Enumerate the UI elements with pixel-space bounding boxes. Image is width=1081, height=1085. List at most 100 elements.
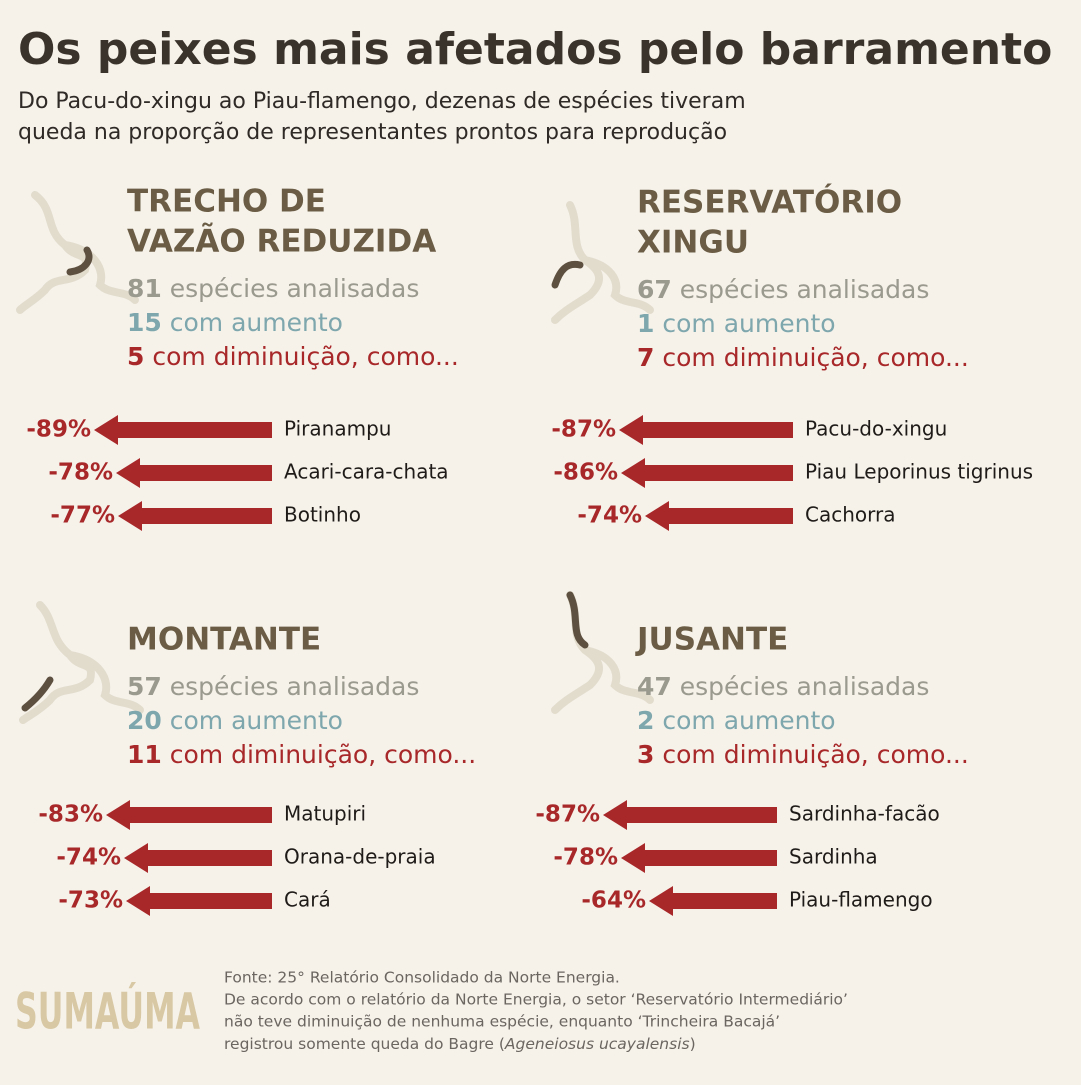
arrow-bar — [619, 415, 793, 445]
value-label: -86% — [553, 460, 618, 486]
stat-line: 20 com aumento — [127, 706, 343, 735]
stat-text: com diminuição, como... — [662, 740, 968, 769]
stat-line: 47 espécies analisadas — [637, 672, 929, 701]
stat-text: com aumento — [170, 706, 343, 735]
category-label: Matupiri — [284, 802, 366, 826]
arrow-bar — [106, 800, 272, 830]
stat-text: com diminuição, como... — [152, 342, 458, 371]
stat-text: espécies analisadas — [170, 672, 420, 701]
stat-line: 2 com aumento — [637, 706, 836, 735]
stat-space — [654, 706, 662, 735]
note: registrou somente queda do Bagre (Agenei… — [224, 1035, 696, 1053]
panel-title: JUSANTE — [635, 622, 788, 658]
stat-number: 3 — [637, 740, 654, 769]
stat-text: com aumento — [662, 706, 835, 735]
stat-space — [162, 740, 170, 769]
arrow-bar — [603, 800, 777, 830]
arrow-bar — [116, 458, 272, 488]
panel-title: MONTANTE — [127, 622, 321, 658]
stat-text: com aumento — [170, 308, 343, 337]
subtitle: queda na proporção de representantes pro… — [18, 120, 727, 145]
panel-title: XINGU — [637, 225, 749, 261]
category-label: Cachorra — [805, 503, 895, 527]
stat-line: 1 com aumento — [637, 309, 836, 338]
note-text: registrou somente queda do Bagre ( — [224, 1035, 505, 1053]
note-species: Ageneiosus ucayalensis — [504, 1035, 690, 1053]
arrow-bar — [126, 886, 272, 916]
panel-title: VAZÃO REDUZIDA — [127, 223, 436, 260]
logo: SUMAÚMA — [15, 982, 200, 1041]
source: Fonte: 25° Relatório Consolidado da Nort… — [224, 969, 620, 987]
title: Os peixes mais afetados pelo barramento — [18, 24, 1052, 75]
stat-line: 7 com diminuição, como... — [637, 343, 969, 372]
stat-space — [162, 672, 170, 701]
arrow-bar — [621, 843, 777, 873]
stat-line: 3 com diminuição, como... — [637, 740, 969, 769]
category-label: Piranampu — [284, 417, 391, 441]
arrow-bar — [621, 458, 793, 488]
note: De acordo com o relatório da Norte Energ… — [224, 991, 848, 1009]
map — [16, 191, 139, 314]
note: não teve diminuição de nenhuma espécie, … — [224, 1013, 780, 1031]
stat-number: 7 — [637, 343, 654, 372]
stat-text: com diminuição, como... — [662, 343, 968, 372]
value-label: -77% — [50, 503, 115, 529]
stat-space — [654, 309, 662, 338]
arrow-bar — [124, 843, 272, 873]
value-label: -87% — [535, 802, 600, 828]
map — [551, 591, 654, 714]
stat-number: 11 — [127, 740, 162, 769]
stat-number: 47 — [637, 672, 672, 701]
value-label: -78% — [48, 460, 113, 486]
value-label: -83% — [38, 802, 103, 828]
stat-line: 67 espécies analisadas — [637, 275, 929, 304]
stat-text: com diminuição, como... — [170, 740, 476, 769]
value-label: -78% — [553, 845, 618, 871]
stat-text: espécies analisadas — [680, 672, 930, 701]
stat-number: 5 — [127, 342, 144, 371]
stat-text: com aumento — [662, 309, 835, 338]
stat-space — [162, 274, 170, 303]
stat-space — [162, 706, 170, 735]
category-label: Cará — [284, 888, 331, 912]
stat-space — [162, 308, 170, 337]
value-label: -87% — [551, 417, 616, 443]
category-label: Botinho — [284, 503, 361, 527]
category-label: Pacu-do-xingu — [805, 417, 947, 441]
stat-number: 2 — [637, 706, 654, 735]
stat-line: 5 com diminuição, como... — [127, 342, 459, 371]
stat-space — [672, 672, 680, 701]
stat-space — [144, 342, 152, 371]
value-label: -64% — [581, 888, 646, 914]
note-text: ) — [690, 1035, 696, 1053]
stat-line: 11 com diminuição, como... — [127, 740, 476, 769]
subtitle: Do Pacu-do-xingu ao Piau-flamengo, dezen… — [18, 89, 746, 114]
value-label: -74% — [56, 845, 121, 871]
stat-number: 81 — [127, 274, 162, 303]
stat-line: 57 espécies analisadas — [127, 672, 419, 701]
category-label: Sardinha — [789, 845, 878, 869]
stat-number: 57 — [127, 672, 162, 701]
stat-line: 81 espécies analisadas — [127, 274, 419, 303]
arrow-bar — [94, 415, 272, 445]
stat-space — [672, 275, 680, 304]
stat-number: 1 — [637, 309, 654, 338]
stat-space — [654, 343, 662, 372]
value-label: -89% — [26, 417, 91, 443]
stat-number: 15 — [127, 308, 162, 337]
category-label: Sardinha-facão — [789, 802, 940, 826]
arrow-bar — [649, 886, 777, 916]
arrow-bar — [645, 501, 793, 531]
value-label: -74% — [577, 503, 642, 529]
category-label: Piau-flamengo — [789, 888, 933, 912]
stat-text: espécies analisadas — [680, 275, 930, 304]
stat-line: 15 com aumento — [127, 308, 343, 337]
panel-title: TRECHO DE — [127, 184, 326, 220]
map — [19, 601, 144, 724]
stat-text: espécies analisadas — [170, 274, 420, 303]
map — [551, 201, 654, 324]
stat-space — [654, 740, 662, 769]
